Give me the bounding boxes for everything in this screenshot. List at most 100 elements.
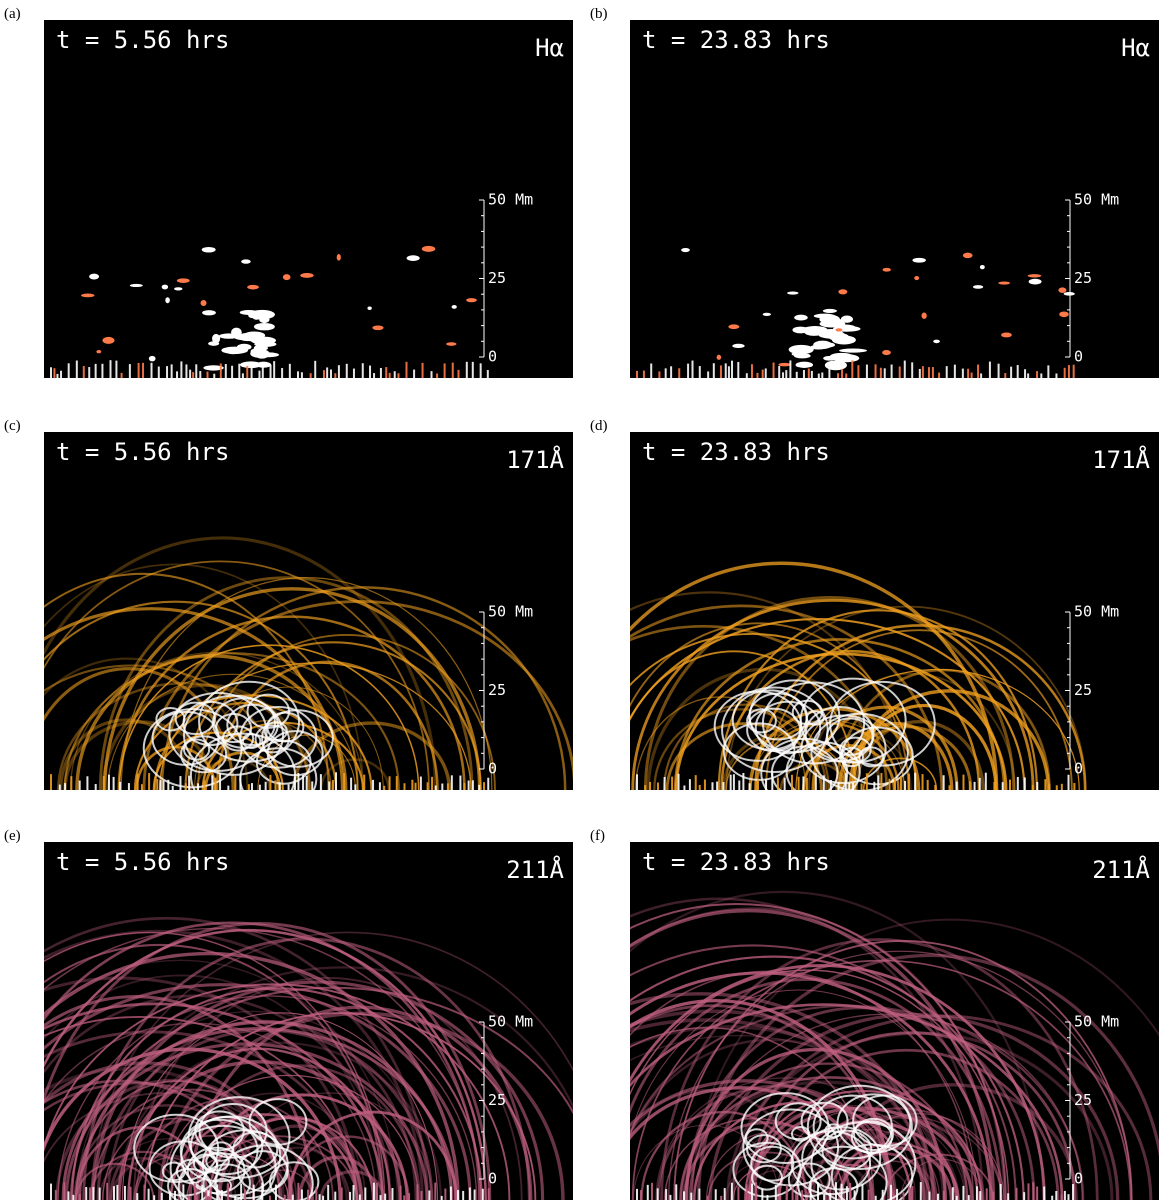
- footpoint: [1068, 365, 1070, 385]
- blob: [883, 268, 891, 272]
- footpoint: [1009, 780, 1011, 800]
- footpoint: [326, 367, 328, 387]
- blob: [963, 253, 973, 258]
- footpoint: [1000, 1184, 1002, 1200]
- channel-label: 211Å: [506, 855, 564, 884]
- time-label: t = 23.83 hrs: [642, 848, 830, 876]
- footpoint: [346, 364, 348, 384]
- footpoint: [890, 1185, 892, 1200]
- footpoint: [434, 1183, 436, 1200]
- footpoint: [896, 1189, 898, 1200]
- footpoint: [1002, 782, 1004, 802]
- footpoint: [124, 1186, 126, 1200]
- footpoint: [396, 776, 398, 796]
- blob: [1058, 287, 1066, 293]
- footpoint: [943, 775, 945, 795]
- channel-label: Hα: [1121, 34, 1150, 62]
- scale-label: 0: [488, 1170, 497, 1188]
- footpoint: [174, 1191, 176, 1200]
- footpoint: [201, 1185, 203, 1200]
- footpoint: [279, 782, 281, 802]
- footpoint: [315, 1187, 317, 1200]
- footpoint: [1024, 777, 1026, 797]
- footpoint: [899, 366, 901, 386]
- footpoint: [643, 371, 645, 391]
- scale-label: 25: [1074, 269, 1092, 287]
- footpoint: [1048, 784, 1050, 804]
- footpoint: [835, 1182, 837, 1200]
- footpoint: [463, 783, 465, 803]
- footpoint: [715, 1189, 717, 1200]
- footpoint: [1055, 373, 1057, 393]
- footpoint: [205, 1190, 207, 1200]
- footpoint: [943, 1191, 945, 1200]
- footpoint: [400, 1186, 402, 1200]
- scale-label: 50 Mm: [1074, 603, 1119, 621]
- footpoint: [670, 366, 672, 386]
- footpoint: [636, 371, 638, 391]
- footpoint: [778, 366, 780, 386]
- footpoint: [1010, 367, 1012, 387]
- footpoint: [798, 777, 800, 797]
- blob: [201, 300, 207, 306]
- footpoint: [1040, 373, 1042, 393]
- blob: [1001, 333, 1012, 338]
- footpoint: [720, 365, 722, 385]
- footpoint: [189, 370, 191, 390]
- footpoint: [796, 1194, 798, 1200]
- footpoint: [452, 363, 454, 383]
- footpoint: [919, 369, 921, 389]
- footpoint: [817, 1182, 819, 1200]
- footpoint: [665, 368, 667, 388]
- blob: [96, 350, 101, 353]
- footpoint: [1023, 1192, 1025, 1200]
- footpoint: [306, 776, 308, 796]
- footpoint: [68, 363, 70, 383]
- footpoint: [650, 363, 652, 383]
- blob: [257, 346, 268, 351]
- footpoint: [335, 772, 337, 792]
- footpoint: [169, 1191, 171, 1200]
- footpoint: [110, 360, 112, 380]
- footpoint: [875, 1196, 877, 1200]
- footpoint: [441, 784, 443, 804]
- footpoint: [969, 781, 971, 801]
- footpoint: [806, 778, 808, 798]
- footpoint: [219, 773, 221, 793]
- blob: [452, 305, 457, 309]
- footpoint: [946, 366, 948, 386]
- footpoint: [119, 782, 121, 802]
- blob: [165, 297, 170, 303]
- footpoint: [738, 780, 740, 800]
- footpoint: [466, 362, 468, 382]
- footpoint: [216, 1184, 218, 1200]
- footpoint: [106, 1183, 108, 1200]
- footpoint: [986, 1188, 988, 1200]
- footpoint: [138, 363, 140, 383]
- footpoint: [64, 783, 66, 803]
- footpoint: [415, 783, 417, 803]
- blob: [254, 349, 269, 358]
- footpoint: [647, 1185, 649, 1200]
- footpoint: [689, 779, 691, 799]
- footpoint: [227, 1183, 229, 1200]
- footpoint: [70, 776, 72, 796]
- blob: [839, 348, 867, 352]
- scale-label: 0: [1074, 1170, 1083, 1188]
- footpoint: [731, 1183, 733, 1200]
- footpoint: [755, 1182, 757, 1200]
- footpoint: [891, 365, 893, 385]
- footpoint: [416, 1184, 418, 1200]
- footpoint: [900, 776, 902, 796]
- footpoint: [130, 1187, 132, 1200]
- footpoint: [956, 1196, 958, 1200]
- footpoint: [724, 1188, 726, 1200]
- footpoint: [258, 371, 260, 391]
- footpoint: [350, 778, 352, 798]
- footpoint: [649, 782, 651, 802]
- footpoint: [801, 1190, 803, 1200]
- footpoint: [704, 780, 706, 800]
- footpoint: [474, 1190, 476, 1200]
- footpoint: [411, 780, 413, 800]
- footpoint: [121, 373, 123, 393]
